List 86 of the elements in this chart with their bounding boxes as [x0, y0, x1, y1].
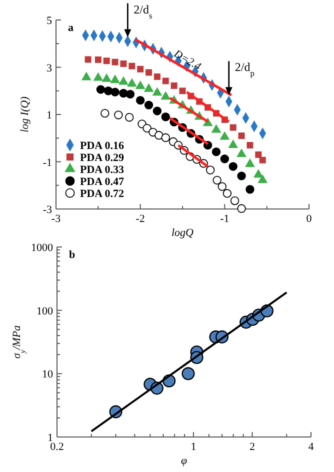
point	[81, 72, 92, 80]
point	[103, 58, 110, 64]
x-tick-label: -1	[220, 213, 230, 225]
point	[220, 131, 230, 140]
point	[137, 66, 144, 72]
point	[126, 90, 135, 99]
point	[110, 74, 120, 84]
x-tick-label: -2	[136, 213, 145, 225]
y-tick-label: 1	[48, 432, 53, 444]
legend-label: PDA 0.29	[80, 152, 124, 164]
point	[245, 158, 255, 167]
point	[259, 156, 266, 164]
x-tick-label: 0.2	[50, 441, 64, 453]
point	[161, 112, 170, 122]
legend-label: PDA 0.16	[80, 140, 124, 152]
x-tick-label: 0	[306, 213, 312, 225]
point	[160, 91, 171, 100]
point	[236, 148, 246, 158]
annotation: 2/d$_{p}$	[234, 60, 254, 78]
x-tick-label: 1	[190, 441, 196, 453]
point	[237, 204, 246, 213]
point	[211, 124, 222, 133]
point	[230, 196, 240, 206]
point	[179, 88, 186, 94]
point	[84, 56, 92, 63]
y-tick-label: 10	[42, 368, 54, 381]
point	[136, 96, 145, 105]
point	[126, 78, 137, 87]
legend-label: PDA 0.47	[80, 176, 124, 188]
point	[125, 112, 134, 122]
y-tick-label: 1	[46, 110, 52, 122]
annotation: 2/d$_{s}$	[134, 2, 152, 20]
annotation: a	[68, 22, 74, 34]
point	[258, 174, 268, 184]
point	[144, 100, 154, 110]
point	[96, 85, 106, 94]
point	[218, 182, 226, 191]
point	[230, 124, 236, 131]
point	[110, 88, 120, 96]
annotation: b	[69, 249, 76, 261]
point	[220, 154, 230, 164]
point	[152, 87, 162, 96]
point	[93, 72, 104, 81]
point	[100, 108, 110, 118]
point	[142, 124, 152, 133]
y-tick-label: 1000	[31, 242, 54, 254]
point	[228, 140, 238, 148]
point	[228, 162, 238, 171]
point	[253, 169, 264, 178]
point	[255, 151, 262, 158]
point	[246, 185, 254, 194]
point	[118, 76, 128, 85]
point	[114, 110, 123, 120]
point	[206, 166, 215, 174]
point	[146, 69, 152, 76]
point	[135, 80, 146, 89]
point	[212, 176, 222, 185]
point	[161, 133, 170, 142]
point	[128, 62, 136, 70]
x-axis-title: φ	[180, 455, 188, 467]
x-tick-label: 2	[249, 441, 255, 453]
y-tick-label: 3	[46, 62, 52, 74]
point	[112, 58, 118, 66]
y-tick-label: -1	[42, 156, 52, 169]
y-axis-title: log I(Q)	[19, 96, 31, 132]
x-axis-title: logQ	[172, 227, 194, 239]
legend-label: PDA 0.33	[80, 164, 124, 176]
point	[102, 73, 112, 82]
point	[94, 56, 102, 63]
point	[120, 60, 127, 67]
y-tick-label: -3	[42, 204, 52, 216]
point	[170, 82, 178, 89]
y-tick-label: 100	[36, 305, 54, 318]
point	[162, 78, 169, 84]
point	[212, 147, 221, 156]
point	[144, 83, 154, 92]
y-tick-label: 5	[46, 15, 52, 27]
point	[246, 142, 254, 148]
legend-label: PDA 0.72	[80, 188, 124, 200]
x-tick-label: 4	[308, 441, 314, 453]
point	[154, 130, 164, 140]
point	[238, 132, 245, 140]
point	[237, 172, 246, 180]
point	[152, 106, 162, 116]
point	[154, 73, 160, 80]
point	[222, 189, 232, 198]
